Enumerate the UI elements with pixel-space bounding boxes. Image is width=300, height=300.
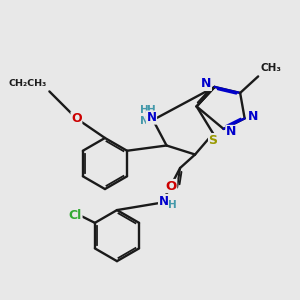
Text: Cl: Cl [69,209,82,222]
Text: N: N [158,195,169,208]
Text: S: S [208,134,217,147]
Text: H: H [147,105,156,115]
Text: O: O [165,179,177,193]
Text: N: N [248,110,258,124]
Text: N: N [201,77,211,90]
Text: H
N: H N [140,105,149,126]
Text: H: H [168,200,177,210]
Text: CH₃: CH₃ [261,63,282,73]
Text: CH₂CH₃: CH₂CH₃ [9,80,47,88]
Text: N: N [226,125,236,139]
Text: O: O [71,112,82,125]
Text: N: N [146,111,157,124]
